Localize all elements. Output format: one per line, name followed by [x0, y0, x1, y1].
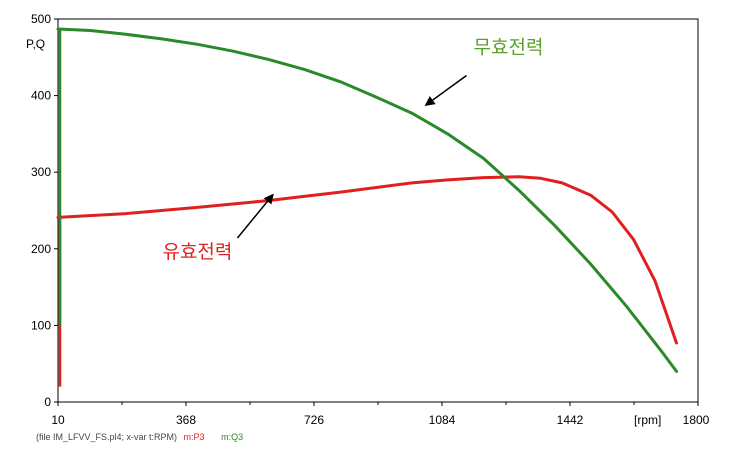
y-tick-label: 200 [31, 242, 51, 256]
x-tick-label: 1084 [429, 413, 456, 427]
y-tick-label: 0 [44, 395, 51, 409]
y-tick-label: 500 [31, 12, 51, 26]
series-group [56, 27, 678, 387]
footer-file-text: (file IM_LFVV_FS.pl4; x-var t:RPM) [36, 432, 178, 442]
y-tick-label: 300 [31, 165, 51, 179]
annotation-label-1: 유효전력 [162, 241, 232, 263]
annotation-arrow-0 [424, 74, 467, 106]
x-tick-label: 1800 [683, 413, 710, 427]
footer-legend-q3: m:Q3 [221, 432, 244, 442]
footer: (file IM_LFVV_FS.pl4; x-var t:RPM) m:P3 … [36, 432, 243, 442]
ticks: 0 100 200 300 400 500 10 368 726 1084 1442 1800 [31, 12, 710, 427]
x-tick-label: 726 [304, 413, 324, 427]
y-axis-label: P,Q [26, 37, 45, 51]
annotation-label-0: 무효전력 [474, 36, 544, 58]
y-tick-label: 100 [31, 318, 51, 332]
x-tick-label: 10 [51, 413, 65, 427]
annotation-arrow-1 [236, 193, 274, 239]
series-line-q3 [56, 27, 678, 373]
x-tick-label: 1442 [557, 413, 584, 427]
x-tick-label: 368 [176, 413, 196, 427]
footer-legend-p3: m:P3 [183, 432, 205, 442]
y-tick-label: 400 [31, 89, 51, 103]
x-axis-label: [rpm] [634, 413, 661, 427]
series-line-p3 [56, 175, 678, 345]
